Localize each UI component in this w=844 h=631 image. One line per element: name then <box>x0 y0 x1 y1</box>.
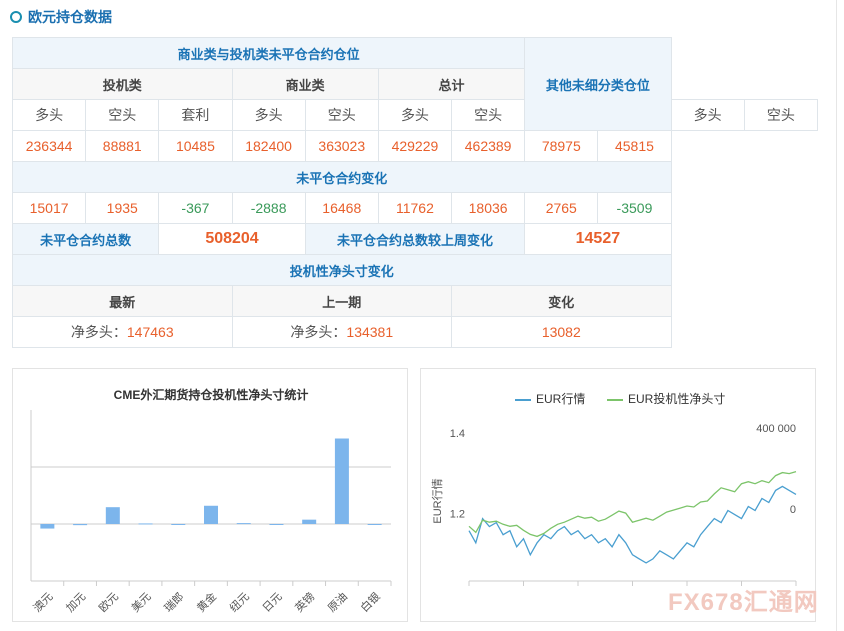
cell: 2765 <box>524 192 599 224</box>
cell: 空头 <box>451 99 526 131</box>
cell: 45815 <box>597 130 672 162</box>
value: 134381 <box>346 324 394 340</box>
cell: 空头 <box>743 99 819 131</box>
x-tick-label: 纽元 <box>226 589 251 614</box>
bar <box>334 438 349 524</box>
bar <box>171 524 186 525</box>
line-panel: 1.2 1.4 0 400 000 EUR行情 EUR行情 EUR投机性净头寸 <box>420 368 816 622</box>
y-tick-label: 1.4 <box>450 428 465 440</box>
cell: -2888 <box>231 192 306 224</box>
cell: 空头 <box>304 99 379 131</box>
cell: 363023 <box>304 130 379 162</box>
cell: 净多头：134381 <box>231 316 453 348</box>
y-tick-label: 1.2 <box>450 508 465 520</box>
x-tick-label: 日元 <box>261 591 285 615</box>
cell: 236344 <box>11 130 87 162</box>
cell: 182400 <box>231 130 306 162</box>
cell: -367 <box>158 192 233 224</box>
cell: 套利 <box>158 99 233 131</box>
y-axis-label: EUR行情 <box>431 478 444 523</box>
cell: 净多头：147463 <box>12 316 233 348</box>
series-line <box>468 485 797 564</box>
value: 13082 <box>451 316 672 348</box>
x-tick-label: 黄金 <box>194 589 219 614</box>
x-tick-label: 美元 <box>129 590 154 615</box>
cell: 11762 <box>377 192 453 224</box>
line-chart: 1.2 1.4 0 400 000 EUR行情 EUR行情 EUR投机性净头寸 <box>431 391 797 586</box>
legend-label: EUR行情 <box>536 392 585 406</box>
header: 总计 <box>377 68 526 100</box>
bar <box>105 507 120 524</box>
header: 变化 <box>451 285 672 317</box>
cell: 18036 <box>451 192 526 224</box>
bar <box>302 519 317 524</box>
cell: 78975 <box>524 130 599 162</box>
value: 508204 <box>158 223 306 255</box>
cell: 16468 <box>304 192 379 224</box>
bar <box>204 505 218 524</box>
cell: 空头 <box>85 99 160 131</box>
label: 未平仓合约总数较上周变化 <box>304 223 526 255</box>
section-title: 欧元持仓数据 <box>10 7 112 27</box>
cell: -3509 <box>597 192 672 224</box>
watermark: FX678汇通网 <box>668 589 819 616</box>
label: 净多头： <box>290 324 347 340</box>
x-tick-label: 欧元 <box>96 590 121 615</box>
x-tick-label: 瑞郎 <box>161 589 186 614</box>
x-tick-label: 英镑 <box>292 589 317 614</box>
header: 商业类 <box>231 68 379 100</box>
header: 投机性净头寸变化 <box>12 254 672 286</box>
header: 商业类与投机类未平仓合约仓位 <box>11 37 526 69</box>
title-text: 欧元持仓数据 <box>28 9 112 25</box>
cell: 多头 <box>11 99 87 131</box>
cell: 多头 <box>377 99 453 131</box>
cell: 88881 <box>85 130 160 162</box>
cell: 429229 <box>377 130 453 162</box>
header: 未平仓合约变化 <box>12 161 672 193</box>
header: 最新 <box>12 285 233 317</box>
series-line <box>468 470 797 538</box>
header: 其他未细分类仓位 <box>524 37 672 131</box>
cell: 462389 <box>451 130 526 162</box>
label: 未平仓合约总数 <box>11 223 160 255</box>
bar <box>138 523 153 525</box>
bar-panel: CME外汇期货持仓投机性净头寸统计澳元 加元 欧元 美元 瑞郎 黄金 纽元 日元 英镑 原油 白银 <box>12 368 408 622</box>
bar <box>73 524 88 526</box>
label: 净多头： <box>70 324 127 340</box>
bar <box>40 524 55 529</box>
cell: 10485 <box>158 130 233 162</box>
bar <box>269 524 284 525</box>
x-tick-label: 原油 <box>325 589 350 614</box>
y2-tick-label: 400 000 <box>756 423 796 435</box>
bar <box>367 524 382 525</box>
divider <box>836 0 837 631</box>
chart-title: CME外汇期货持仓投机性净头寸统计 <box>114 387 309 402</box>
bar <box>236 523 251 525</box>
cell: 15017 <box>11 192 87 224</box>
value: 14527 <box>524 223 672 255</box>
header: 投机类 <box>12 68 233 100</box>
x-tick-label: 澳元 <box>31 590 56 615</box>
legend-label: EUR投机性净头寸 <box>628 391 725 406</box>
x-tick-label: 加元 <box>64 590 89 615</box>
cell: 多头 <box>231 99 306 131</box>
positions-table: 商业类与投机类未平仓合约仓位 其他未细分类仓位 投机类 商业类 总计 多头 空头 套利 多头… <box>11 37 819 348</box>
cell: 多头 <box>670 99 745 131</box>
value: 147463 <box>126 324 174 340</box>
header: 上一期 <box>231 285 453 317</box>
x-tick-label: 白银 <box>357 589 382 614</box>
y2-tick-label: 0 <box>790 504 796 516</box>
cell: 1935 <box>85 192 160 224</box>
